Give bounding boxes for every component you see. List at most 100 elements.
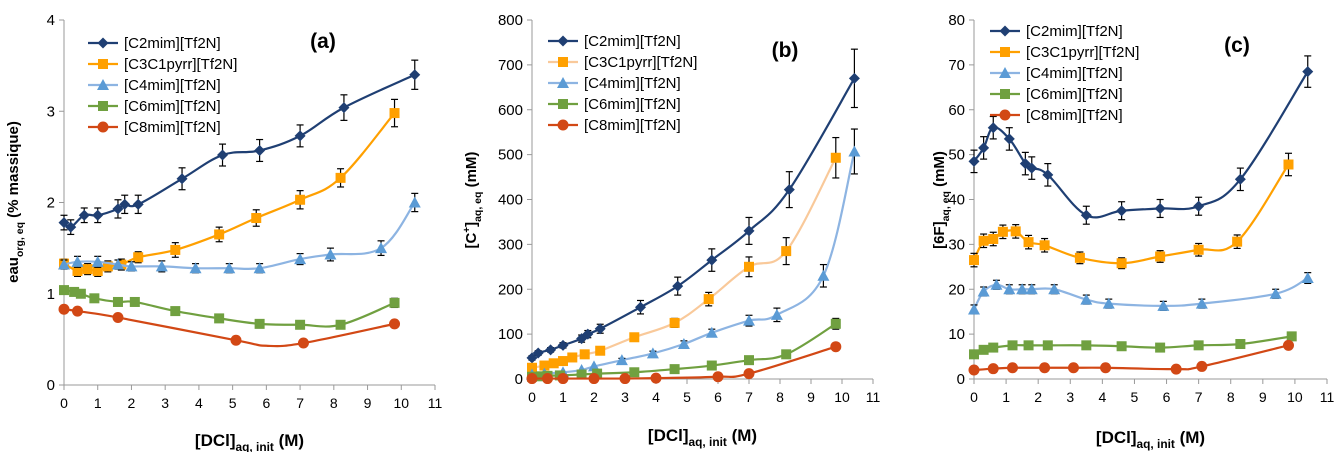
data-point xyxy=(189,262,202,274)
y-tick-label: 1 xyxy=(47,286,55,303)
legend-label: [C2mim][Tf2N] xyxy=(124,35,221,52)
legend-label: [C8mim][Tf2N] xyxy=(124,119,221,136)
x-tick-label: 2 xyxy=(128,395,136,411)
y-tick-label: 70 xyxy=(948,57,965,74)
data-point xyxy=(978,235,989,246)
legend-item: [C4mim][Tf2N] xyxy=(88,77,221,94)
x-tick-label: 7 xyxy=(296,395,304,411)
data-point xyxy=(58,258,70,270)
data-point xyxy=(1286,331,1297,342)
y-tick-label: 200 xyxy=(498,281,523,298)
legend-label: [C4mim][Tf2N] xyxy=(1026,65,1123,82)
data-point xyxy=(588,373,600,385)
legend-label: [C3C1pyrr][Tf2N] xyxy=(584,54,697,71)
data-point xyxy=(223,262,236,274)
x-tick-label: 0 xyxy=(528,389,536,405)
data-point xyxy=(389,108,400,119)
data-point xyxy=(294,253,307,265)
data-point xyxy=(988,233,999,244)
data-point xyxy=(102,261,113,272)
legend-item: [C3C1pyrr][Tf2N] xyxy=(548,54,697,71)
data-point xyxy=(1155,342,1166,353)
data-point xyxy=(830,318,841,329)
panel-label: (a) xyxy=(310,30,336,53)
y-tick-label: 40 xyxy=(948,192,965,209)
data-point xyxy=(743,225,755,237)
data-point xyxy=(254,318,265,329)
legend-label: [C2mim][Tf2N] xyxy=(1026,23,1123,40)
y-tick-label: 20 xyxy=(948,281,965,298)
data-point xyxy=(91,255,104,267)
legend-label: [C2mim][Tf2N] xyxy=(584,33,681,50)
data-point xyxy=(830,341,842,353)
legend-label: [C6mim][Tf2N] xyxy=(584,96,681,113)
data-point xyxy=(1116,341,1127,352)
data-point xyxy=(112,203,124,215)
data-point xyxy=(89,293,100,304)
x-tick-label: 4 xyxy=(1098,389,1106,405)
x-tick-label: 5 xyxy=(1131,389,1139,405)
y-tick-label: 2 xyxy=(47,195,55,212)
y-tick-label: 800 xyxy=(498,12,523,29)
data-point xyxy=(703,294,714,305)
data-point xyxy=(132,198,144,210)
y-tick-label: 3 xyxy=(47,103,55,120)
series-2 xyxy=(58,192,421,274)
legend-item: [C4mim][Tf2N] xyxy=(548,75,681,92)
data-point xyxy=(1157,299,1170,311)
data-point xyxy=(294,130,306,142)
data-point xyxy=(969,255,979,266)
y-axis-label-group: [6F]aq, eq (mM) xyxy=(931,151,952,249)
data-point xyxy=(155,260,168,272)
data-point xyxy=(71,255,84,267)
legend-item: [C8mim][Tf2N] xyxy=(990,107,1123,124)
y-axis-label: [C+]aq, eq (mM) xyxy=(462,152,484,249)
data-point xyxy=(72,265,83,276)
panel-label: (b) xyxy=(772,39,799,62)
data-point xyxy=(253,262,266,274)
data-point xyxy=(1080,293,1093,305)
data-point xyxy=(783,184,795,196)
y-tick-label: 10 xyxy=(948,326,965,343)
data-point xyxy=(781,349,792,360)
data-point xyxy=(1282,339,1294,351)
x-tick-label: 7 xyxy=(745,389,753,405)
data-point xyxy=(526,373,538,385)
series-line xyxy=(63,73,416,229)
legend-label: [C6mim][Tf2N] xyxy=(124,98,221,115)
series-1 xyxy=(59,98,400,278)
legend-marker xyxy=(999,67,1011,78)
data-point xyxy=(712,371,724,383)
data-point xyxy=(526,352,538,364)
x-tick-label: 0 xyxy=(970,389,978,405)
y-tick-label: 50 xyxy=(948,147,965,164)
data-point xyxy=(1016,283,1029,295)
data-point xyxy=(615,354,628,366)
data-point xyxy=(1039,362,1051,374)
data-point xyxy=(92,265,103,276)
data-point xyxy=(1283,159,1294,170)
data-point xyxy=(629,367,640,378)
x-tick-label: 9 xyxy=(364,395,372,411)
legend-label: [C6mim][Tf2N] xyxy=(1026,86,1123,103)
y-tick-label: 30 xyxy=(948,236,965,253)
data-point xyxy=(669,364,680,375)
data-point xyxy=(1023,237,1034,248)
x-tick-label: 3 xyxy=(621,389,629,405)
data-point xyxy=(539,360,550,371)
data-point xyxy=(251,213,262,224)
y-axis-label: eauorg, eq (% massique) xyxy=(5,121,26,283)
x-tick-label: 11 xyxy=(866,389,881,405)
data-point xyxy=(567,352,578,363)
y-axis-label: [6F]aq, eq (mM) xyxy=(931,151,952,249)
data-point xyxy=(69,286,80,297)
legend-label: [C4mim][Tf2N] xyxy=(124,77,221,94)
data-point xyxy=(1302,66,1314,78)
y-tick-label: 600 xyxy=(498,102,523,119)
data-point xyxy=(968,303,980,315)
data-point xyxy=(1196,360,1208,372)
y-tick-label: 400 xyxy=(498,192,523,209)
data-point xyxy=(545,344,557,356)
y-tick-label: 0 xyxy=(515,371,523,388)
